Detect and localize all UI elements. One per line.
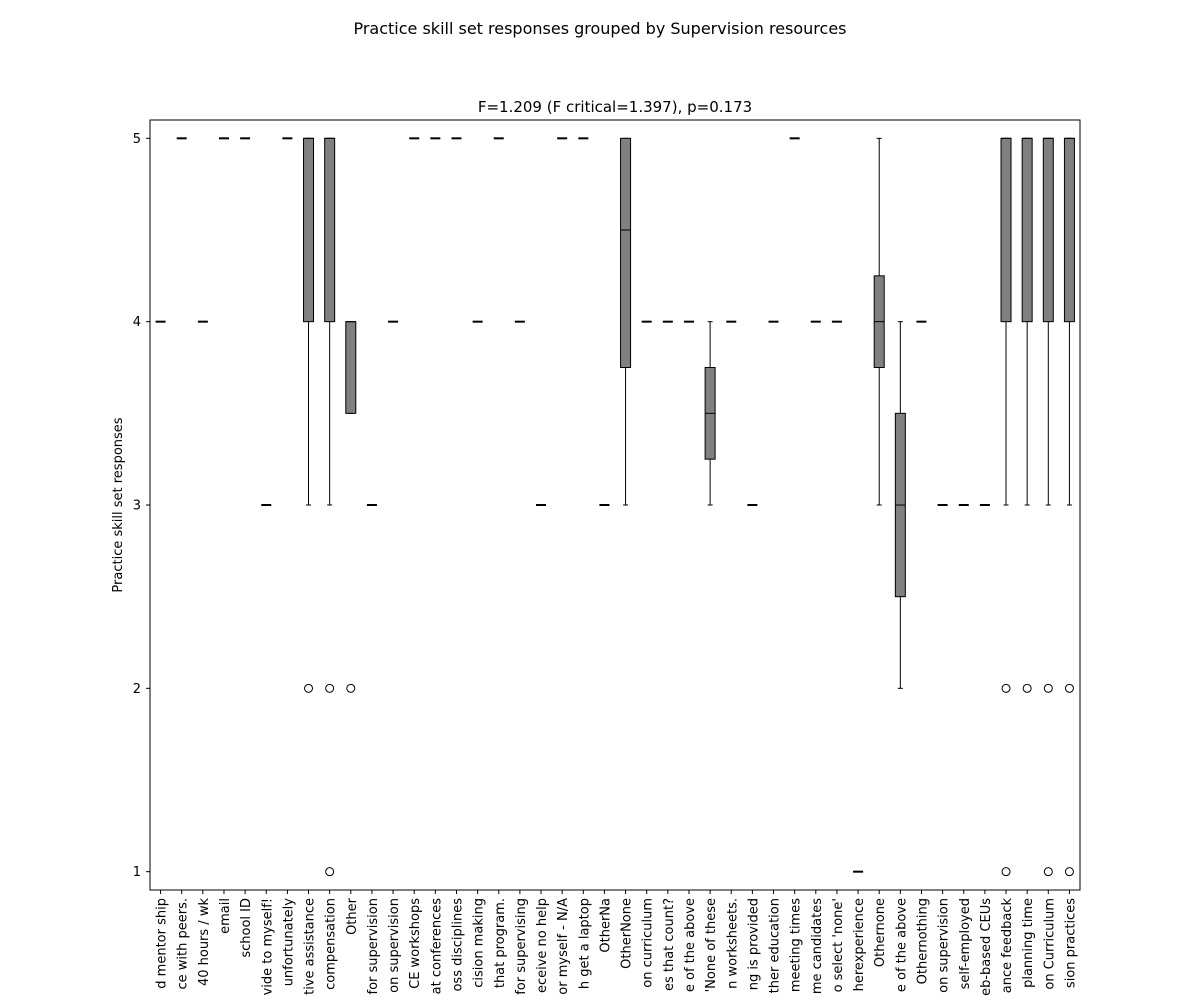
x-tick-label: email (218, 898, 233, 934)
x-tick-label: that program. (493, 898, 508, 988)
outlier (1001, 867, 1011, 877)
x-tick-label: 40 hours / wk (197, 898, 212, 987)
x-tick-label: 'None of these (704, 898, 719, 992)
x-tick-label: e of the above (894, 898, 909, 992)
x-tick-label: sion practices (1063, 898, 1078, 988)
x-tick-label: on curriculum (641, 898, 656, 988)
outlier (346, 683, 356, 693)
x-tick-label: OtherNone (620, 898, 635, 969)
box (1063, 137, 1075, 323)
box (1000, 137, 1012, 323)
x-tick-label: d mentor ship (155, 898, 170, 989)
x-tick-label: for supervision (366, 898, 381, 995)
y-axis-label: Practice skill set responses (111, 417, 126, 592)
x-tick-label: n worksheets. (725, 898, 740, 989)
y-tick-label: 1 (133, 865, 141, 880)
x-tick-label: for supervising (514, 898, 529, 995)
x-tick-label: OtherNa (598, 898, 613, 953)
x-tick-label: oss disciplines (450, 898, 465, 992)
y-tick-label: 2 (133, 682, 141, 697)
x-tick-label: ng is provided (746, 898, 761, 990)
outlier (325, 683, 335, 693)
y-tick-label: 4 (133, 315, 141, 330)
x-tick-label: meeting times (789, 898, 804, 992)
box (303, 137, 315, 323)
x-tick-label: eb-based CEUs (979, 898, 994, 996)
x-tick-label: school ID (239, 898, 254, 958)
x-tick-label: on supervision (937, 898, 952, 993)
x-tick-label: ance feedback (1000, 898, 1015, 994)
x-tick-label: herexperience (852, 898, 867, 991)
x-tick-label: compensation (324, 898, 339, 990)
outlier (1064, 867, 1074, 877)
outlier (1001, 683, 1011, 693)
x-tick-label: Othernone (873, 898, 888, 967)
x-tick-label: o select 'none' (831, 898, 846, 992)
outlier (1064, 683, 1074, 693)
x-tick-label: unfortunately (281, 898, 296, 987)
box (345, 321, 357, 414)
chart-subtitle: F=1.209 (F critical=1.397), p=0.173 (478, 98, 752, 116)
x-tick-label: me candidates (810, 898, 825, 994)
y-tick-label: 5 (133, 132, 141, 147)
outlier (304, 683, 314, 693)
outlier (1022, 683, 1032, 693)
box (324, 137, 336, 323)
x-tick-label: cision making (472, 898, 487, 988)
x-tick-label: on supervision (387, 898, 402, 993)
x-tick-label: ce with peers. (176, 898, 191, 990)
x-tick-label: or myself - N/A (556, 898, 571, 995)
x-tick-label: h get a laptop (577, 898, 592, 989)
x-tick-label: eceive no help (535, 898, 550, 993)
x-tick-label: ther education (768, 898, 783, 993)
x-tick-label: e of the above (683, 898, 698, 992)
outlier (1043, 683, 1053, 693)
box (620, 137, 632, 368)
x-tick-label: CE workshops (408, 898, 423, 989)
outlier (325, 867, 335, 877)
x-tick-label: on Curriculum (1042, 898, 1057, 990)
x-tick-label: planning time (1021, 898, 1036, 988)
x-tick-label: at conferences (429, 898, 444, 995)
outlier (1043, 867, 1053, 877)
x-tick-label: Other (345, 897, 360, 935)
box (1042, 137, 1054, 323)
chart-title: Practice skill set responses grouped by … (353, 19, 846, 38)
box (1021, 137, 1033, 323)
x-tick-label: es that count? (662, 898, 677, 991)
x-tick-label: Othernothing (915, 898, 930, 984)
x-tick-label: tive assistance (303, 898, 318, 995)
x-tick-label: self-employed (958, 898, 973, 989)
y-tick-label: 3 (133, 499, 141, 514)
x-tick-label: vide to myself! (260, 898, 275, 995)
